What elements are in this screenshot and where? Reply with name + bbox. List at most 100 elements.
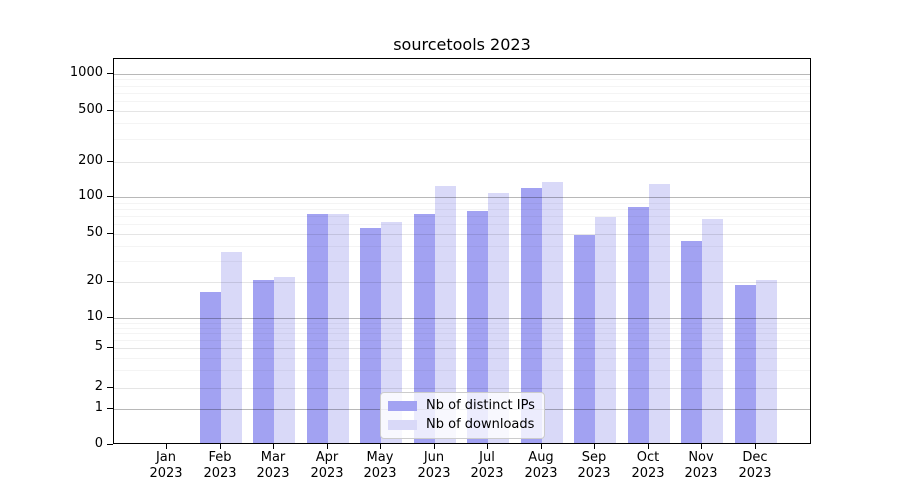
y-tick-mark <box>107 281 113 282</box>
y-tick-label: 0 <box>94 436 103 451</box>
bar-ips-jul <box>467 211 488 443</box>
x-tick-label-year: 2023 <box>256 466 290 481</box>
gridline-700 <box>114 93 810 94</box>
x-tick-label-year: 2023 <box>631 466 665 481</box>
x-tick-mark <box>541 444 542 449</box>
gridline-600 <box>114 101 810 102</box>
x-tick-label-year: 2023 <box>310 466 344 481</box>
y-tick-label: 20 <box>86 273 103 288</box>
x-tick-label-year: 2023 <box>738 466 772 481</box>
plot-area <box>113 58 811 444</box>
x-tick-label-year: 2023 <box>417 466 451 481</box>
x-tick-label-year: 2023 <box>684 466 718 481</box>
bar-downloads-dec <box>756 280 777 443</box>
x-tick-mark <box>755 444 756 449</box>
x-tick-mark <box>327 444 328 449</box>
y-tick-label: 100 <box>78 188 103 203</box>
bar-downloads-feb <box>221 252 242 443</box>
y-tick-label: 500 <box>78 102 103 117</box>
gridline-800 <box>114 86 810 87</box>
x-tick-label: May 2023 <box>363 450 396 482</box>
x-tick-mark <box>648 444 649 449</box>
gridline-400 <box>114 123 810 124</box>
x-tick-mark <box>594 444 595 449</box>
x-tick-label-year: 2023 <box>363 466 397 481</box>
gridline-90 <box>114 203 810 204</box>
x-tick-label-month: Dec <box>742 450 768 465</box>
x-tick-label-year: 2023 <box>524 466 558 481</box>
x-tick-label: Feb 2023 <box>203 450 236 482</box>
gridline-1000 <box>114 74 810 75</box>
x-tick-mark <box>166 444 167 449</box>
x-tick-label-month: Aug <box>528 450 554 465</box>
x-tick-mark <box>380 444 381 449</box>
y-tick-mark <box>107 317 113 318</box>
y-tick-label: 50 <box>86 225 103 240</box>
gridline-70 <box>114 216 810 217</box>
y-tick-mark <box>107 161 113 162</box>
y-tick-mark <box>107 73 113 74</box>
bar-ips-dec <box>735 285 756 443</box>
bar-ips-aug <box>521 188 542 443</box>
bar-ips-sep <box>574 235 595 443</box>
bar-ips-oct <box>628 207 649 443</box>
y-tick-mark <box>107 408 113 409</box>
y-tick-mark <box>107 347 113 348</box>
bar-downloads-mar <box>274 277 295 443</box>
bar-downloads-jun <box>435 186 456 443</box>
gridline-300 <box>114 139 810 140</box>
x-tick-label: Dec 2023 <box>738 450 771 482</box>
x-tick-mark <box>487 444 488 449</box>
legend-label-distinct-ips: Nb of distinct IPs <box>426 398 535 413</box>
x-tick-label-year: 2023 <box>203 466 237 481</box>
legend-row-distinct-ips: Nb of distinct IPs <box>388 397 535 415</box>
x-tick-mark <box>273 444 274 449</box>
x-tick-label: Apr 2023 <box>310 450 343 482</box>
x-tick-label: Mar 2023 <box>256 450 289 482</box>
bar-downloads-may <box>381 222 402 443</box>
x-tick-label: Jan 2023 <box>149 450 182 482</box>
gridline-100 <box>114 197 810 198</box>
x-tick-label-month: Jun <box>423 450 445 465</box>
gridline-500 <box>114 111 810 112</box>
x-tick-label-month: Sep <box>581 450 607 465</box>
x-tick-label-month: May <box>366 450 394 465</box>
bar-ips-nov <box>681 241 702 443</box>
y-tick-mark <box>107 110 113 111</box>
x-tick-label: Sep 2023 <box>577 450 610 482</box>
y-tick-label: 200 <box>78 153 103 168</box>
legend-row-downloads: Nb of downloads <box>388 416 535 434</box>
y-tick-label: 5 <box>94 339 103 354</box>
bar-downloads-nov <box>702 219 723 443</box>
x-tick-label: Nov 2023 <box>684 450 717 482</box>
legend: Nb of distinct IPs Nb of downloads <box>380 392 545 439</box>
legend-swatch-downloads-icon <box>388 420 417 430</box>
bar-ips-apr <box>307 214 328 443</box>
x-tick-label: Jul 2023 <box>470 450 503 482</box>
x-tick-label-month: Jul <box>479 450 495 465</box>
gridline-900 <box>114 79 810 80</box>
gridline-80 <box>114 209 810 210</box>
y-tick-label: 1000 <box>69 65 103 80</box>
bar-ips-mar <box>253 280 274 443</box>
bar-ips-jun <box>414 214 435 443</box>
chart-title: sourcetools 2023 <box>393 35 531 54</box>
y-tick-mark <box>107 444 113 445</box>
x-tick-label-month: Nov <box>688 450 714 465</box>
bar-downloads-apr <box>328 214 349 443</box>
x-tick-label-year: 2023 <box>470 466 504 481</box>
y-tick-label: 10 <box>86 309 103 324</box>
x-tick-mark <box>434 444 435 449</box>
y-tick-mark <box>107 387 113 388</box>
x-tick-label-month: Jan <box>155 450 177 465</box>
bar-ips-feb <box>200 292 221 443</box>
gridline-200 <box>114 162 810 163</box>
x-tick-label-month: Mar <box>260 450 286 465</box>
x-tick-label-year: 2023 <box>149 466 183 481</box>
bar-downloads-sep <box>595 217 616 443</box>
x-tick-label-year: 2023 <box>577 466 611 481</box>
legend-label-downloads: Nb of downloads <box>426 417 535 432</box>
x-tick-label: Jun 2023 <box>417 450 450 482</box>
x-tick-label-month: Apr <box>315 450 339 465</box>
